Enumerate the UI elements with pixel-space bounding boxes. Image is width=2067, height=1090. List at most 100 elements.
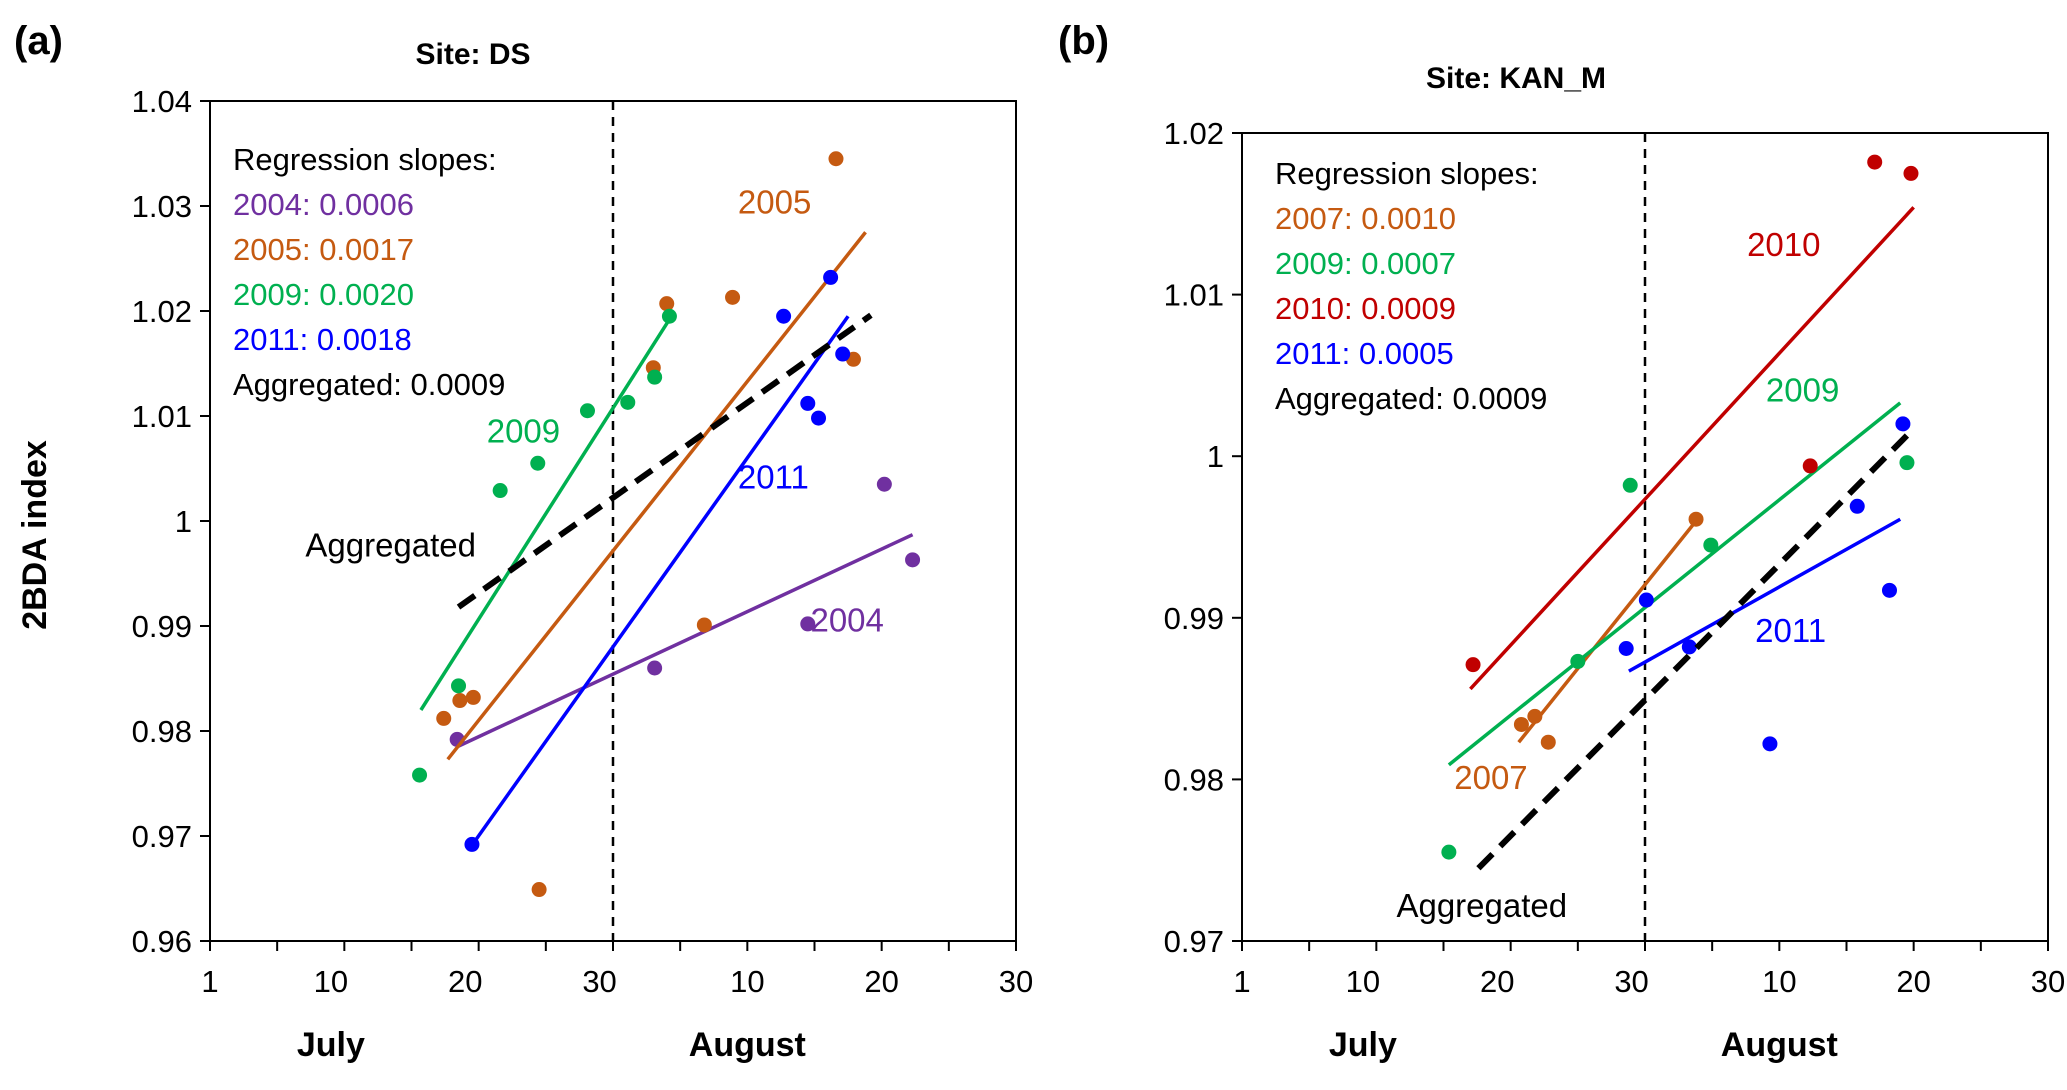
- data-point-2009: [1899, 455, 1915, 471]
- data-point-2011: [823, 269, 839, 285]
- y-tick-label: 0.96: [132, 924, 192, 959]
- data-point-2011: [1849, 498, 1865, 514]
- data-point-2004: [647, 660, 663, 676]
- data-point-2011: [1618, 641, 1634, 657]
- legend-entry: 2007: 0.0010: [1275, 201, 1456, 236]
- data-point-2009: [1441, 844, 1457, 860]
- data-point-2007: [1513, 716, 1529, 732]
- y-tick-label: 0.97: [1164, 924, 1224, 959]
- chart-title-b: Site: KAN_M: [1426, 62, 1606, 95]
- data-point-2009: [412, 767, 428, 783]
- series-label-2009: 2009: [487, 412, 560, 449]
- series-label-Aggregated: Aggregated: [305, 527, 476, 564]
- series-label-2005: 2005: [738, 183, 811, 220]
- x-tick-label: 30: [1614, 964, 1648, 999]
- regression-line-2011: [1628, 517, 1902, 673]
- chart-title-a: Site: DS: [415, 38, 530, 71]
- regression-line-aggregated: [1476, 426, 1916, 871]
- y-tick-label: 1.04: [132, 84, 192, 119]
- plot-area-a: 0.96 0.97 0.98 0.99 1 1.01 1.02 1.03 1.04 1 10 20 30…: [132, 84, 1034, 1064]
- data-point-2011: [1762, 736, 1778, 752]
- panel-label-b: (b): [1058, 19, 1109, 63]
- legend-title: Regression slopes:: [233, 142, 497, 177]
- data-point-2009: [647, 369, 663, 385]
- regression-line-2004: [456, 533, 914, 749]
- y-tick-label: 1.01: [1164, 278, 1224, 313]
- month-label: August: [689, 1026, 806, 1064]
- y-tick-label: 1.02: [1164, 116, 1224, 151]
- panel-label-a: (a): [14, 19, 63, 63]
- regression-line-2009: [419, 312, 675, 711]
- data-point-2010: [1903, 165, 1919, 181]
- panel-b: (b) Site: KAN_M 0.97 0.98 0.99 1 1.01 1.02 1 10…: [1058, 19, 2065, 1064]
- data-point-2007: [1540, 734, 1556, 750]
- month-label: July: [1329, 1026, 1397, 1064]
- data-point-2005: [531, 882, 547, 898]
- legend-entry: 2009: 0.0007: [1275, 246, 1456, 281]
- regression-line-aggregated: [456, 312, 873, 610]
- legend-entry: 2011: 0.0018: [233, 322, 412, 357]
- data-point-2011: [800, 395, 816, 411]
- series-label-2009: 2009: [1766, 371, 1839, 408]
- panel-a: (a) Site: DS 2BDA index 0.96 0.97 0.98 0.99…: [14, 19, 1033, 1064]
- series-label-2007: 2007: [1454, 759, 1527, 796]
- data-point-2011: [1681, 639, 1697, 655]
- legend-entry: 2004: 0.0006: [233, 187, 414, 222]
- plot-area-b: 0.97 0.98 0.99 1 1.01 1.02 1 10 20 30 10 20 30 July Au…: [1164, 116, 2066, 1064]
- series-label-2004: 2004: [810, 601, 883, 638]
- regression-line-2010: [1469, 206, 1915, 691]
- regression-line-2005: [446, 231, 867, 761]
- series-label-2011: 2011: [1755, 612, 1826, 649]
- y-tick-label: 0.99: [1164, 601, 1224, 636]
- data-point-2005: [659, 296, 675, 312]
- month-label: July: [297, 1026, 365, 1064]
- series-label-Aggregated: Aggregated: [1396, 887, 1567, 924]
- x-tick-label: 20: [448, 964, 482, 999]
- x-tick-label: 30: [2031, 964, 2065, 999]
- x-tick-label: 30: [999, 964, 1033, 999]
- data-point-2005: [696, 617, 712, 633]
- data-point-2011: [835, 346, 851, 362]
- legend-entry: 2009: 0.0020: [233, 277, 414, 312]
- x-tick-label: 30: [582, 964, 616, 999]
- y-tick-label: 1.01: [132, 399, 192, 434]
- data-point-2011: [1895, 416, 1911, 432]
- data-point-2009: [530, 455, 546, 471]
- legend-entry: 2010: 0.0009: [1275, 291, 1456, 326]
- x-tick-label: 10: [730, 964, 764, 999]
- regression-line-2007: [1517, 516, 1701, 744]
- legend-title: Regression slopes:: [1275, 156, 1539, 191]
- data-point-2009: [620, 394, 636, 410]
- data-point-2010: [1867, 154, 1883, 170]
- data-point-2010: [1465, 657, 1481, 673]
- legend-entry: 2011: 0.0005: [1275, 336, 1454, 371]
- y-tick-label: 0.98: [132, 714, 192, 749]
- data-point-2011: [776, 308, 792, 324]
- legend-entry: 2005: 0.0017: [233, 232, 414, 267]
- x-tick-label: 1: [1233, 964, 1250, 999]
- data-point-2004: [876, 476, 892, 492]
- month-label: August: [1721, 1026, 1838, 1064]
- data-point-2004: [905, 552, 921, 568]
- data-point-2009: [1703, 537, 1719, 553]
- regression-line-2009: [1447, 401, 1902, 767]
- data-point-2009: [451, 678, 467, 694]
- data-point-2009: [579, 403, 595, 419]
- data-point-2010: [1802, 458, 1818, 474]
- data-point-2011: [811, 410, 827, 426]
- y-tick-label: 1.02: [132, 294, 192, 329]
- legend-entry: Aggregated: 0.0009: [233, 367, 505, 402]
- data-point-2009: [492, 483, 508, 499]
- data-point-2005: [452, 693, 468, 709]
- data-point-2011: [464, 836, 480, 852]
- y-tick-label: 1: [1207, 439, 1224, 474]
- series-label-2010: 2010: [1747, 226, 1820, 263]
- data-point-2007: [1527, 708, 1543, 724]
- data-point-2009: [1622, 477, 1638, 493]
- x-tick-label: 1: [201, 964, 218, 999]
- legend-entry: Aggregated: 0.0009: [1275, 381, 1547, 416]
- data-point-2009: [1570, 653, 1586, 669]
- x-tick-label: 20: [864, 964, 898, 999]
- x-tick-label: 10: [1762, 964, 1796, 999]
